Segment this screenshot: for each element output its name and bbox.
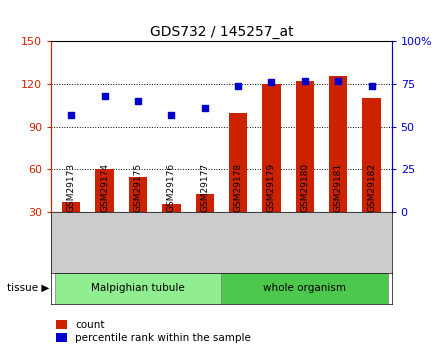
Point (134, 98, 142, 104)
Bar (329, 76, 348, 212)
Bar (129, 177, 147, 212)
Point (68, 112, 75, 118)
Bar (262, 84, 281, 212)
Text: whole organism: whole organism (263, 283, 346, 293)
Bar (362, 98, 381, 212)
Point (301, 78, 308, 83)
Bar (162, 204, 181, 212)
Bar (195, 194, 214, 212)
Title: GDS732 / 145257_at: GDS732 / 145257_at (150, 25, 293, 39)
Point (201, 105, 208, 111)
Point (235, 83, 242, 89)
Bar (222, 273, 388, 304)
Bar (295, 81, 314, 212)
Text: tissue ▶: tissue ▶ (7, 283, 49, 293)
Bar (229, 112, 247, 212)
Point (168, 112, 175, 118)
Legend: count, percentile rank within the sample: count, percentile rank within the sample (57, 320, 251, 343)
Bar (62, 202, 81, 212)
Point (101, 93, 108, 99)
Point (268, 80, 275, 85)
Bar (95, 169, 114, 212)
Point (368, 83, 375, 89)
Bar (55, 273, 222, 304)
Point (335, 78, 342, 83)
Text: Malpighian tubule: Malpighian tubule (91, 283, 185, 293)
